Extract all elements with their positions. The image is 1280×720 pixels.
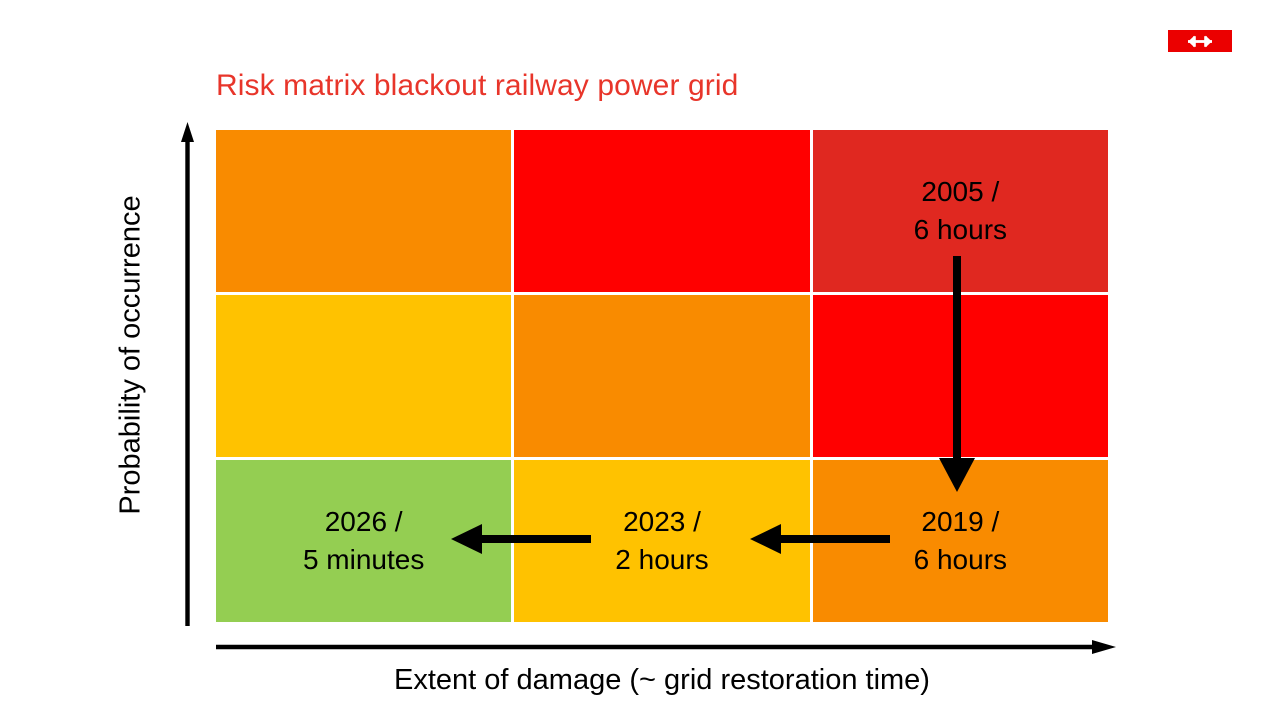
risk-matrix-grid: 2005 / 6 hours 2026 / 5 minutes 2023 / 2… [216, 130, 1108, 622]
cell-label-line1: 2026 / [324, 506, 403, 537]
cell-label-line2: 6 hours [913, 214, 1008, 245]
page-title: Risk matrix blackout railway power grid [216, 69, 739, 102]
matrix-cell-r1c1[interactable] [514, 295, 810, 457]
risk-matrix-plot: 2005 / 6 hours 2026 / 5 minutes 2023 / 2… [216, 130, 1108, 622]
cell-label-line2: 5 minutes [302, 544, 425, 575]
cell-label-line2: 6 hours [913, 544, 1008, 575]
matrix-cell-r1c0[interactable] [216, 295, 512, 457]
cell-label-line1: 2005 / [921, 176, 1000, 207]
x-axis-arrow [216, 640, 1116, 654]
sbb-railway-symbol-icon [1188, 35, 1212, 47]
cell-label-line1: 2023 / [623, 506, 701, 537]
matrix-cell-r2c0-2026[interactable]: 2026 / 5 minutes [216, 460, 512, 622]
y-axis-arrow [181, 122, 194, 626]
matrix-cell-r0c2-2005[interactable]: 2005 / 6 hours [812, 130, 1108, 292]
x-axis-label: Extent of damage (~ grid restoration tim… [394, 664, 930, 696]
cell-label-line1: 2019 / [921, 506, 1000, 537]
matrix-cell-r0c0[interactable] [216, 130, 512, 292]
cell-label-line2: 2 hours [615, 544, 709, 575]
sbb-logo [1168, 30, 1232, 52]
y-axis-label: Probability of occurrence [114, 195, 147, 515]
matrix-cell-r0c1[interactable] [514, 130, 810, 292]
matrix-cell-r2c2-2019[interactable]: 2019 / 6 hours [812, 460, 1108, 622]
matrix-cell-r2c1-2023[interactable]: 2023 / 2 hours [514, 460, 810, 622]
matrix-cell-r1c2[interactable] [812, 295, 1108, 457]
